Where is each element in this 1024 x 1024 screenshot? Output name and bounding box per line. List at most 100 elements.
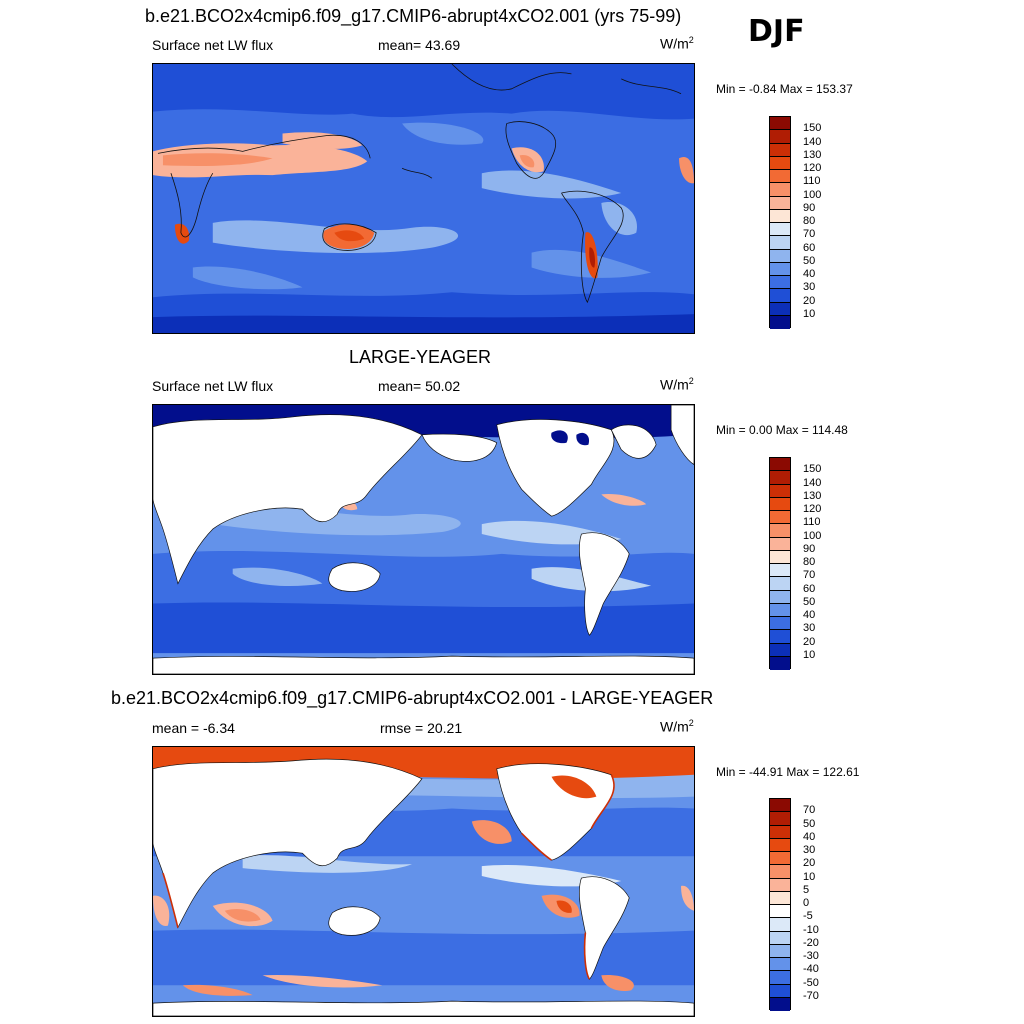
panel1-colorbar-label: 30 <box>803 281 816 294</box>
panel2-colorbar-swatch <box>770 656 790 670</box>
panel3-colorbar-label: -10 <box>803 923 819 936</box>
panel2-units: W/m2 <box>660 376 694 393</box>
panel1-colorbar-swatch <box>770 183 790 197</box>
panel1-colorbar-label: 150 <box>803 122 822 135</box>
panel2-colorbar-swatch <box>770 471 790 485</box>
panel1-colorbar-label: 100 <box>803 188 822 201</box>
panel2-colorbar-label: 100 <box>803 529 822 542</box>
panel3-colorbar-swatch <box>770 958 790 972</box>
panel2-colorbar-label: 110 <box>803 516 821 529</box>
panel2-colorbar-label: 120 <box>803 503 822 515</box>
panel1-colorbar-swatch <box>770 196 790 210</box>
panel2-colorbar-label: 30 <box>803 622 816 635</box>
panel1-colorbar-swatch <box>770 262 790 276</box>
panel2-colorbar-label: 20 <box>803 635 816 648</box>
panel3-units: W/m2 <box>660 718 694 735</box>
panel3-colorbar-swatch <box>770 865 790 879</box>
panel3-colorbar-swatch <box>770 891 790 905</box>
panel2-colorbar-swatch <box>770 590 790 604</box>
panel1-colorbar-label: 20 <box>803 294 816 307</box>
panel3-colorbar-label: -20 <box>803 936 819 949</box>
panel2-colorbar-swatch <box>770 617 790 631</box>
panel2-colorbar-label: 90 <box>803 542 816 555</box>
panel3-colorbar-label: -5 <box>803 910 813 923</box>
panel3-colorbar-swatch <box>770 825 790 839</box>
panel2-minmax: Min = 0.00 Max = 114.48 <box>716 423 848 437</box>
panel3-colorbar-swatch <box>770 918 790 932</box>
panel1-colorbar-label: 110 <box>803 175 821 188</box>
panel1-colorbar-swatch <box>770 289 790 303</box>
panel1-title: b.e21.BCO2x4cmip6.f09_g17.CMIP6-abrupt4x… <box>145 6 682 26</box>
panel2-colorbar <box>769 457 791 670</box>
panel2-colorbar-label: 60 <box>803 582 816 595</box>
panel1-colorbar-label: 40 <box>803 268 816 280</box>
panel1-colorbar-label: 130 <box>803 148 822 161</box>
panel1-colorbar-swatch <box>770 143 790 157</box>
panel1-colorbar-swatch <box>770 223 790 237</box>
panel2-title: LARGE-YEAGER <box>349 347 492 367</box>
panel3-colorbar-label: 30 <box>803 844 816 856</box>
panel3-colorbar-label: 70 <box>803 804 816 817</box>
panel1-colorbar-swatch <box>770 302 790 316</box>
panel2-colorbar-label: 40 <box>803 609 816 621</box>
panel2-colorbar-label: 130 <box>803 489 822 502</box>
panel1-colorbar-swatch <box>770 209 790 223</box>
panel3-colorbar-swatch <box>770 931 790 945</box>
panel2-colorbar-swatch <box>770 643 790 657</box>
panel3-colorbar-swatch <box>770 944 790 958</box>
panel3-title: b.e21.BCO2x4cmip6.f09_g17.CMIP6-abrupt4x… <box>111 688 714 708</box>
panel3-colorbar-label: 40 <box>803 830 816 843</box>
panel1-variable: Surface net LW flux <box>152 37 274 53</box>
panel2-colorbar-label: 50 <box>803 595 816 608</box>
panel1-colorbar-label: 80 <box>803 215 816 227</box>
panel1-colorbar-label: 120 <box>803 162 822 174</box>
panel1-mean: mean= 43.69 <box>378 37 461 53</box>
panel3-colorbar-label: -50 <box>803 976 819 989</box>
panel1-colorbar-label: 140 <box>803 135 822 148</box>
panel3-map <box>152 746 695 1017</box>
panel1-colorbar-swatch <box>770 117 790 131</box>
panel2-colorbar-swatch <box>770 630 790 644</box>
panel3-colorbar-label: 10 <box>803 870 816 883</box>
panel1-map <box>152 63 695 334</box>
panel3-colorbar-swatch <box>770 852 790 866</box>
panel1-colorbar-swatch <box>770 156 790 170</box>
panel1-units: W/m2 <box>660 35 694 52</box>
panel1-colorbar-label: 50 <box>803 254 816 267</box>
panel2-colorbar-swatch <box>770 511 790 525</box>
panel1-colorbar-label: 60 <box>803 241 816 254</box>
panel3-colorbar-swatch <box>770 799 790 813</box>
panel3-colorbar <box>769 798 791 1011</box>
panel2-colorbar-label: 140 <box>803 476 822 489</box>
panel2-colorbar-label: 80 <box>803 556 816 568</box>
panel2-colorbar-swatch <box>770 497 790 511</box>
panel3-colorbar-swatch <box>770 984 790 998</box>
panel2-mean: mean= 50.02 <box>378 378 461 394</box>
panel2-colorbar-swatch <box>770 577 790 591</box>
panel2-variable: Surface net LW flux <box>152 378 274 394</box>
panel1-colorbar-label: 90 <box>803 201 816 214</box>
panel2-colorbar-swatch <box>770 603 790 617</box>
panel1-colorbar-swatch <box>770 276 790 290</box>
panel2-colorbar-swatch <box>770 564 790 578</box>
panel3-colorbar-label: 5 <box>803 883 810 896</box>
panel3-colorbar-label: -70 <box>803 989 819 1002</box>
panel3-colorbar-label: -30 <box>803 950 819 962</box>
panel3-colorbar-label: 50 <box>803 817 816 830</box>
panel3-colorbar-label: 20 <box>803 857 816 870</box>
panel1-colorbar <box>769 116 791 329</box>
panel3-mean: mean = -6.34 <box>152 720 235 736</box>
panel3-colorbar-swatch <box>770 905 790 919</box>
panel2-colorbar-swatch <box>770 524 790 538</box>
season-label: DJF <box>748 14 805 49</box>
panel2-colorbar-swatch <box>770 484 790 498</box>
panel2-colorbar-label: 150 <box>803 463 822 476</box>
panel3-colorbar-swatch <box>770 971 790 985</box>
panel1-colorbar-label: 70 <box>803 228 816 241</box>
panel2-colorbar-swatch <box>770 458 790 472</box>
panel1-colorbar-swatch <box>770 236 790 250</box>
panel1-colorbar-swatch <box>770 249 790 263</box>
panel3-minmax: Min = -44.91 Max = 122.61 <box>716 765 860 779</box>
panel1-colorbar-label: 10 <box>803 307 816 320</box>
panel1-colorbar-swatch <box>770 315 790 329</box>
